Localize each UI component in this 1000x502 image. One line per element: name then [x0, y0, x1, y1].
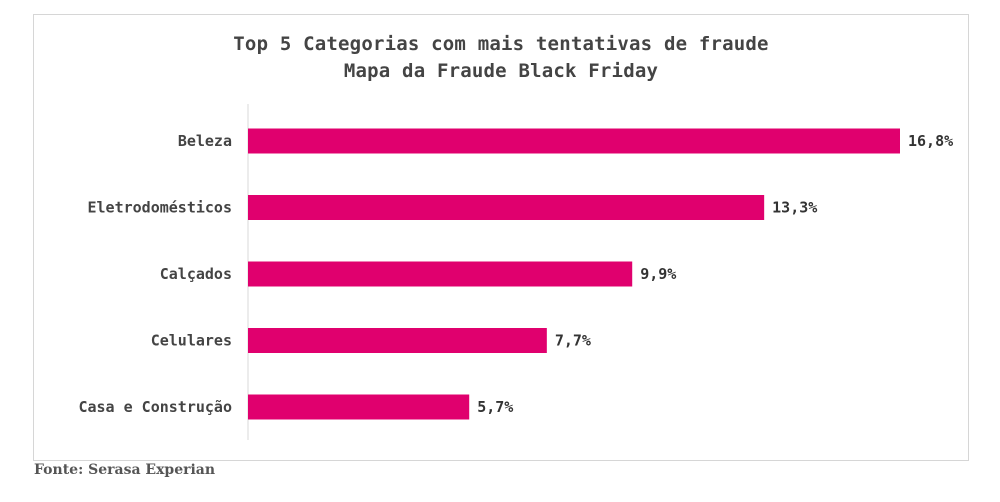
data-label: 5,7%	[477, 398, 513, 416]
category-label: Celulares	[151, 332, 232, 350]
data-label: 16,8%	[908, 132, 953, 150]
chart-title: Top 5 Categorias com mais tentativas de …	[233, 33, 769, 55]
chart-frame	[33, 14, 969, 461]
data-label: 9,9%	[640, 265, 676, 283]
category-label: Beleza	[178, 132, 232, 150]
bar	[248, 261, 633, 287]
source-note: Fonte: Serasa Experian	[34, 462, 216, 478]
bar	[248, 195, 765, 220]
bar	[248, 128, 900, 154]
category-label: Casa e Construção	[78, 398, 232, 416]
data-label: 13,3%	[772, 199, 817, 217]
category-label: Eletrodomésticos	[88, 199, 233, 217]
bar	[248, 394, 470, 420]
data-label: 7,7%	[555, 332, 591, 350]
bar	[248, 328, 547, 353]
chart-subtitle: Mapa da Fraude Black Friday	[343, 60, 659, 82]
category-label: Calçados	[160, 265, 232, 283]
